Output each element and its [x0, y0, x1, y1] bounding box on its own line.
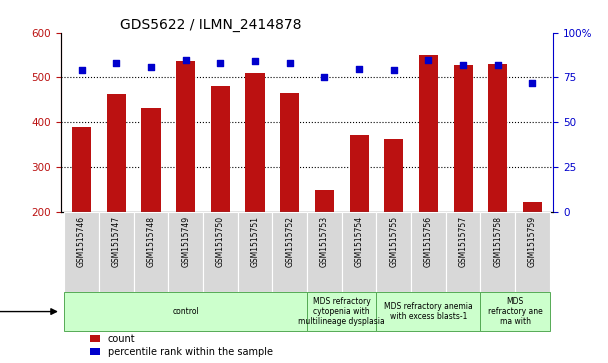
Bar: [238, 212, 272, 291]
Bar: [64, 212, 99, 291]
Text: MDS
refractory ane
ma with: MDS refractory ane ma with: [488, 297, 542, 326]
Bar: [307, 212, 342, 291]
Point: [458, 62, 468, 68]
Bar: [480, 212, 515, 291]
Point: [528, 80, 537, 86]
Point: [320, 74, 330, 80]
Bar: [515, 212, 550, 291]
Bar: [72, 127, 91, 212]
Bar: [307, 291, 376, 331]
Text: GSM1515755: GSM1515755: [389, 216, 398, 267]
Point: [424, 57, 434, 62]
Text: control: control: [172, 307, 199, 316]
Text: GSM1515749: GSM1515749: [181, 216, 190, 267]
Bar: [168, 212, 203, 291]
Text: disease state: disease state: [0, 307, 57, 317]
Bar: [211, 86, 230, 212]
Text: GSM1515753: GSM1515753: [320, 216, 329, 267]
Point: [146, 64, 156, 70]
Text: GSM1515758: GSM1515758: [493, 216, 502, 267]
Point: [354, 66, 364, 72]
Bar: [419, 55, 438, 212]
Bar: [376, 212, 411, 291]
Text: GSM1515754: GSM1515754: [354, 216, 364, 267]
Text: MDS refractory anemia
with excess blasts-1: MDS refractory anemia with excess blasts…: [384, 302, 473, 321]
Bar: [523, 202, 542, 212]
Bar: [64, 291, 307, 331]
Text: GDS5622 / ILMN_2414878: GDS5622 / ILMN_2414878: [120, 18, 302, 32]
Point: [250, 58, 260, 64]
Text: GSM1515756: GSM1515756: [424, 216, 433, 267]
Point: [77, 68, 86, 73]
Text: GSM1515750: GSM1515750: [216, 216, 225, 267]
Text: GSM1515757: GSM1515757: [458, 216, 468, 267]
Text: GSM1515752: GSM1515752: [285, 216, 294, 267]
Bar: [446, 212, 480, 291]
Legend: count, percentile rank within the sample: count, percentile rank within the sample: [90, 334, 273, 357]
Bar: [272, 212, 307, 291]
Point: [493, 62, 503, 68]
Bar: [342, 212, 376, 291]
Bar: [454, 65, 472, 212]
Point: [285, 60, 294, 66]
Bar: [488, 64, 507, 212]
Bar: [107, 94, 126, 212]
Text: MDS refractory
cytopenia with
multilineage dysplasia: MDS refractory cytopenia with multilinea…: [299, 297, 385, 326]
Bar: [280, 93, 299, 212]
Text: GSM1515759: GSM1515759: [528, 216, 537, 267]
Bar: [350, 135, 368, 212]
Point: [215, 60, 225, 66]
Point: [389, 68, 399, 73]
Bar: [411, 212, 446, 291]
Bar: [384, 139, 403, 212]
Bar: [203, 212, 238, 291]
Bar: [246, 73, 264, 212]
Bar: [99, 212, 134, 291]
Bar: [176, 61, 195, 212]
Text: GSM1515746: GSM1515746: [77, 216, 86, 267]
Bar: [315, 189, 334, 212]
Point: [181, 57, 190, 62]
Text: GSM1515748: GSM1515748: [147, 216, 156, 267]
Bar: [142, 108, 161, 212]
Bar: [480, 291, 550, 331]
Bar: [134, 212, 168, 291]
Text: GSM1515747: GSM1515747: [112, 216, 121, 267]
Point: [111, 60, 121, 66]
Bar: [376, 291, 480, 331]
Text: GSM1515751: GSM1515751: [250, 216, 260, 267]
